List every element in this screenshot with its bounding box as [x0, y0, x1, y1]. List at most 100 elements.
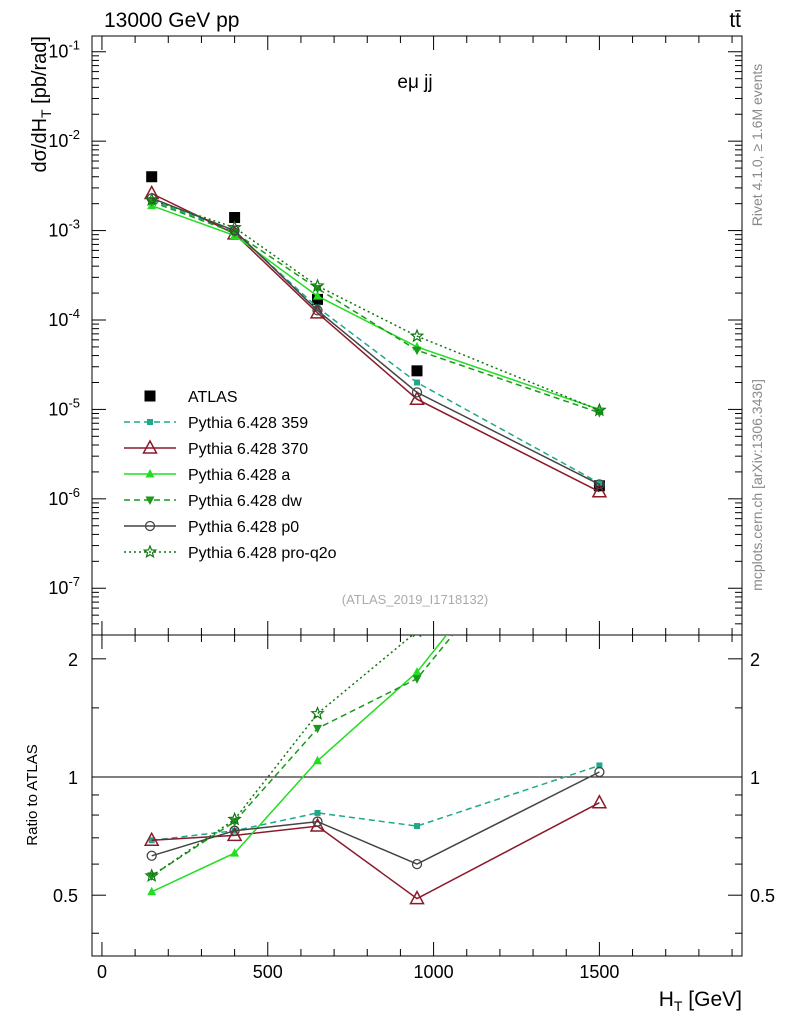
ratio-ytick-label: 0.5: [53, 886, 78, 906]
ratio-point-p370: [143, 831, 160, 847]
main-ytick-label: 10-3: [48, 217, 80, 241]
point-p370: [591, 483, 608, 498]
ratio-point-p359: [414, 823, 420, 830]
ratio-series-pa: [147, 635, 448, 896]
point-ATLAS: [146, 171, 158, 183]
series-line-ppro: [151, 199, 600, 411]
legend-marker-ATLAS: [144, 390, 156, 402]
legend-label-p370: Pythia 6.428 370: [188, 441, 308, 458]
ratio-point-p370: [591, 794, 608, 809]
point-ppro: [144, 192, 159, 207]
main-panel: 10-7 10-6 10-5 10-4 10-3 10-2 10-1 eμ jj (ATLA…: [29, 35, 743, 636]
legend-marker-p359: [147, 419, 153, 425]
side-rivet: Rivet 4.1.0, ≥ 1.6M events: [749, 64, 765, 227]
ratio-ticks: 0.5 0.5 1 1 2 2 0 500 1000 1500: [53, 635, 775, 982]
point-p359: [596, 480, 603, 487]
point-p370: [309, 304, 326, 319]
ratio-series-ppro: [144, 635, 422, 883]
ratio-point-pdw: [147, 872, 157, 881]
ratio-point-p370: [409, 890, 425, 905]
main-ytick-label: 10-4: [48, 306, 80, 330]
ratio-point-p359: [148, 837, 155, 844]
legend-item-pa: Pythia 6.428 a: [124, 467, 290, 484]
ratio-xtick-label: 500: [253, 962, 283, 982]
point-ATLAS: [229, 212, 241, 224]
legend-label-pa: Pythia 6.428 a: [188, 467, 290, 484]
point-ATLAS: [411, 365, 423, 377]
ratio-point-pp0: [312, 816, 323, 827]
main-ytick-label: 10-1: [48, 38, 80, 62]
point-pa: [313, 291, 323, 300]
legend: ATLAS Pythia 6.428 359 Pythia 6.428 370 Pyt…: [124, 389, 337, 562]
legend-item-p370: Pythia 6.428 370: [124, 439, 308, 458]
ratio-point-pp0: [411, 858, 423, 870]
ratio-line-p359: [151, 764, 600, 842]
main-ticks: 10-7 10-6 10-5 10-4 10-3 10-2 10-1: [48, 36, 742, 636]
point-pp0: [411, 387, 423, 398]
ratio-ytick-label-right: 2: [750, 650, 760, 670]
ratio-ytick-label: 1: [68, 768, 78, 788]
main-ylabel: dσ/dHT [pb/rad]: [29, 36, 54, 173]
ratio-xtick-label: 1000: [414, 962, 454, 982]
ratio-ylabel: Ratio to ATLAS: [24, 744, 41, 845]
legend-marker-ppro: [142, 544, 158, 559]
point-pp0: [229, 225, 240, 236]
ratio-point-pa: [230, 848, 240, 857]
ratio-point-pp0: [229, 825, 240, 836]
point-ppro: [227, 219, 242, 234]
ratio-frame: [91, 634, 743, 957]
ratio-point-ppro: [144, 868, 159, 883]
series-line-pp0: [151, 197, 600, 486]
point-pp0: [594, 479, 605, 490]
ratio-ytick-label: 2: [68, 650, 78, 670]
legend-label-pp0: Pythia 6.428 p0: [188, 519, 299, 536]
ratio-xtick-label: 0: [97, 962, 107, 982]
ratio-point-pdw: [412, 675, 422, 684]
ratio-point-pa: [313, 755, 323, 765]
point-ppro: [409, 328, 425, 343]
legend-item-pdw: Pythia 6.428 dw: [124, 493, 302, 510]
point-ppro: [310, 278, 325, 293]
ratio-xtick-label: 1500: [579, 962, 619, 982]
header-left: 13000 GeV pp: [104, 9, 239, 32]
legend-marker-pdw: [145, 496, 155, 505]
legend-label-pdw: Pythia 6.428 dw: [188, 493, 302, 510]
main-data: [143, 171, 608, 498]
ratio-point-ppro: [310, 706, 325, 720]
point-p370: [409, 390, 425, 405]
main-ytick-label: 10-5: [48, 395, 80, 419]
legend-label-ATLAS: ATLAS: [188, 389, 238, 406]
legend-item-p359: Pythia 6.428 359: [124, 415, 308, 432]
legend-marker-pp0: [144, 520, 156, 532]
ratio-point-pa: [147, 886, 157, 896]
side-mcplots: mcplots.cern.ch [arXiv:1306.3436]: [749, 379, 765, 591]
ratio-point-ppro: [227, 811, 242, 826]
point-pdw: [412, 346, 422, 356]
series-ppro: [144, 192, 607, 417]
ratio-point-p359: [314, 809, 321, 816]
legend-label-p359: Pythia 6.428 359: [188, 415, 308, 432]
ratio-data: [143, 635, 608, 905]
point-ppro: [592, 402, 607, 417]
ratio-ytick-label-right: 0.5: [750, 886, 775, 906]
legend-marker-pa: [145, 469, 155, 478]
header-right: tt̄: [729, 9, 741, 32]
main-ytick-label: 10-2: [48, 127, 80, 151]
legend-marker-p370: [142, 439, 158, 454]
ratio-point-pa: [412, 667, 422, 676]
point-p359: [414, 379, 420, 386]
ratio-point-pp0: [146, 850, 157, 861]
ratio-point-pp0: [594, 766, 605, 778]
ratio-point-pdw: [313, 724, 323, 734]
point-pp0: [312, 305, 323, 316]
legend-label-ppro: Pythia 6.428 pro-q2o: [188, 545, 337, 562]
ratio-panel: 0.5 0.5 1 1 2 2 0 500 1000 1500 Ratio to ATLAS HT…: [24, 634, 775, 1014]
ratio-line-ppro: [151, 635, 414, 877]
watermark: (ATLAS_2019_I1718132): [342, 592, 488, 607]
legend-item-ATLAS: ATLAS: [144, 389, 238, 406]
main-ytick-label: 10-6: [48, 485, 80, 509]
ratio-point-p359: [596, 762, 603, 769]
ratio-ytick-label-right: 1: [750, 768, 760, 788]
main-title: eμ jj: [397, 72, 432, 93]
